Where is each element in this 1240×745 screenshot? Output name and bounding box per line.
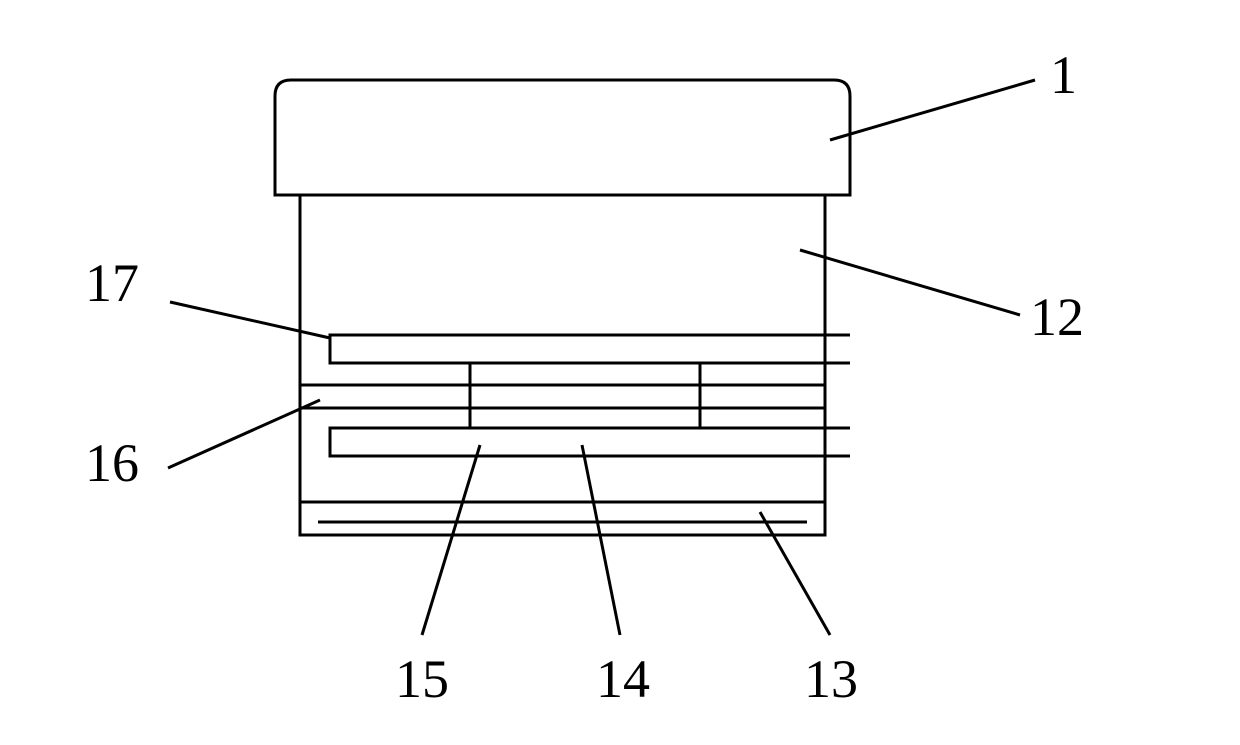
cap-shape	[275, 80, 850, 195]
lower-inner-slot	[330, 428, 850, 456]
leader-17	[170, 302, 330, 338]
diagram-shapes	[168, 80, 1035, 635]
label-16: 16	[85, 432, 139, 494]
label-15: 15	[395, 648, 449, 710]
upper-inner-slot	[330, 335, 850, 363]
label-14: 14	[596, 648, 650, 710]
label-12: 12	[1030, 286, 1084, 348]
label-13: 13	[804, 648, 858, 710]
leader-12	[800, 250, 1020, 315]
diagram-svg	[0, 0, 1240, 745]
label-1: 1	[1050, 44, 1077, 106]
leader-1	[830, 80, 1035, 140]
leader-15	[422, 445, 480, 635]
leader-13	[760, 512, 830, 635]
leader-16	[168, 400, 320, 468]
label-17: 17	[85, 252, 139, 314]
body-shape	[300, 195, 825, 535]
leader-14	[582, 445, 620, 635]
